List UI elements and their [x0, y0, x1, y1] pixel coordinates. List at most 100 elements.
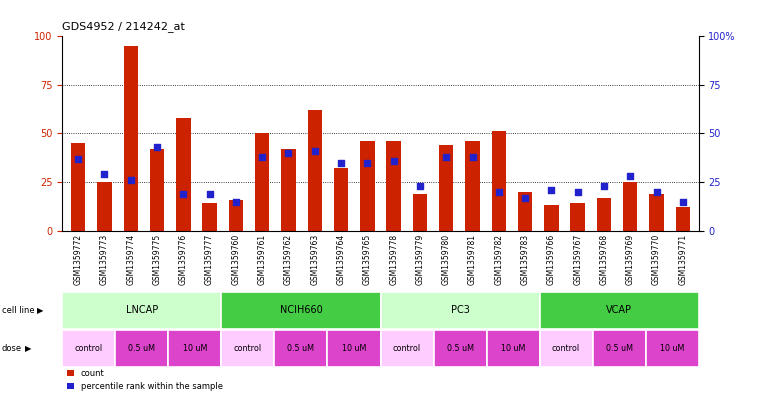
Text: GSM1359780: GSM1359780: [441, 234, 451, 285]
Point: [335, 160, 347, 166]
Point: [387, 158, 400, 164]
Text: GSM1359769: GSM1359769: [626, 234, 635, 285]
Bar: [360, 141, 374, 231]
Bar: [327, 330, 380, 367]
Text: NCIH660: NCIH660: [279, 305, 323, 315]
Point: [282, 150, 295, 156]
Text: GSM1359776: GSM1359776: [179, 234, 188, 285]
Bar: [275, 330, 327, 367]
Point: [624, 173, 636, 179]
Text: GSM1359778: GSM1359778: [389, 234, 398, 285]
Text: 0.5 uM: 0.5 uM: [447, 344, 473, 353]
Bar: [540, 330, 593, 367]
Text: GSM1359774: GSM1359774: [126, 234, 135, 285]
Text: GDS4952 / 214242_at: GDS4952 / 214242_at: [62, 21, 185, 32]
Point: [361, 160, 374, 166]
Point: [203, 191, 215, 197]
Text: 0.5 uM: 0.5 uM: [606, 344, 632, 353]
Bar: [439, 145, 454, 231]
Legend: count, percentile rank within the sample: count, percentile rank within the sample: [66, 369, 223, 391]
Point: [256, 154, 269, 160]
Text: GSM1359767: GSM1359767: [573, 234, 582, 285]
Bar: [71, 143, 85, 231]
Text: GSM1359763: GSM1359763: [310, 234, 320, 285]
Text: GSM1359781: GSM1359781: [468, 234, 477, 285]
Text: control: control: [393, 344, 421, 353]
Text: VCAP: VCAP: [606, 305, 632, 315]
Point: [414, 183, 426, 189]
Text: GSM1359761: GSM1359761: [258, 234, 266, 285]
Text: ▶: ▶: [25, 344, 32, 353]
Bar: [62, 330, 116, 367]
Point: [492, 189, 505, 195]
Text: GSM1359772: GSM1359772: [74, 234, 83, 285]
Bar: [202, 204, 217, 231]
Point: [546, 187, 558, 193]
Bar: [571, 204, 585, 231]
Bar: [465, 141, 479, 231]
Bar: [380, 330, 434, 367]
Bar: [544, 206, 559, 231]
Bar: [593, 330, 645, 367]
Text: GSM1359777: GSM1359777: [205, 234, 214, 285]
Text: cell line: cell line: [2, 306, 34, 315]
Text: GSM1359783: GSM1359783: [521, 234, 530, 285]
Bar: [434, 330, 486, 367]
Text: GSM1359766: GSM1359766: [547, 234, 556, 285]
Bar: [334, 169, 349, 231]
Bar: [597, 198, 611, 231]
Point: [98, 171, 110, 177]
Text: 10 uM: 10 uM: [342, 344, 366, 353]
Text: ▶: ▶: [37, 306, 43, 315]
Bar: [387, 141, 401, 231]
Text: GSM1359770: GSM1359770: [652, 234, 661, 285]
Bar: [540, 292, 699, 329]
Text: 10 uM: 10 uM: [183, 344, 207, 353]
Bar: [123, 46, 138, 231]
Text: dose: dose: [2, 344, 21, 353]
Bar: [380, 292, 540, 329]
Bar: [676, 208, 690, 231]
Bar: [168, 330, 221, 367]
Bar: [282, 149, 296, 231]
Text: control: control: [552, 344, 580, 353]
Point: [598, 183, 610, 189]
Text: GSM1359773: GSM1359773: [100, 234, 109, 285]
Point: [230, 198, 242, 205]
Bar: [645, 330, 699, 367]
Text: GSM1359764: GSM1359764: [336, 234, 345, 285]
Text: 10 uM: 10 uM: [501, 344, 525, 353]
Text: GSM1359775: GSM1359775: [152, 234, 161, 285]
Text: 0.5 uM: 0.5 uM: [129, 344, 155, 353]
Bar: [255, 133, 269, 231]
Bar: [221, 330, 275, 367]
Text: LNCAP: LNCAP: [126, 305, 158, 315]
Bar: [307, 110, 322, 231]
Text: PC3: PC3: [451, 305, 470, 315]
Bar: [486, 330, 540, 367]
Bar: [176, 118, 190, 231]
Point: [151, 144, 163, 150]
Bar: [116, 330, 168, 367]
Text: GSM1359771: GSM1359771: [678, 234, 687, 285]
Point: [466, 154, 479, 160]
Text: 0.5 uM: 0.5 uM: [288, 344, 314, 353]
Bar: [649, 194, 664, 231]
Bar: [412, 194, 427, 231]
Point: [677, 198, 689, 205]
Point: [309, 148, 321, 154]
Bar: [221, 292, 380, 329]
Bar: [97, 182, 112, 231]
Text: 10 uM: 10 uM: [660, 344, 684, 353]
Bar: [492, 132, 506, 231]
Point: [72, 156, 84, 162]
Text: GSM1359762: GSM1359762: [284, 234, 293, 285]
Bar: [517, 192, 533, 231]
Bar: [62, 292, 221, 329]
Text: GSM1359782: GSM1359782: [495, 234, 503, 285]
Text: GSM1359760: GSM1359760: [231, 234, 240, 285]
Text: control: control: [75, 344, 103, 353]
Bar: [228, 200, 244, 231]
Point: [651, 189, 663, 195]
Text: control: control: [234, 344, 262, 353]
